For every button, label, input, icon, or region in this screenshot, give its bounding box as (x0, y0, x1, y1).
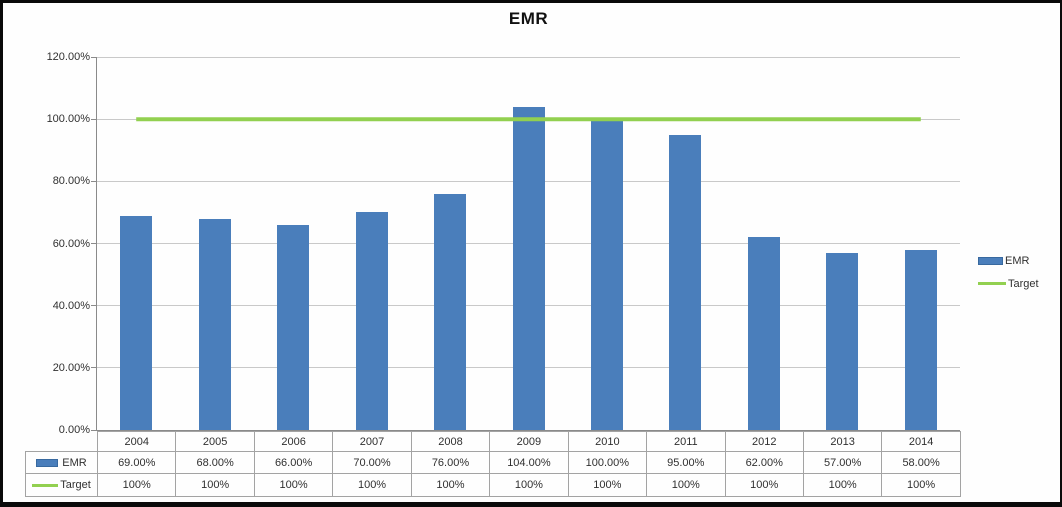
y-axis-line (96, 57, 97, 431)
data-table: 2004 2005 2006 2007 2008 2009 2010 2011 2012 2013… (25, 431, 961, 497)
chart-title: EMR (508, 9, 549, 28)
bar-2014 (904, 249, 937, 430)
emr-value-cell-2011: 95.00% (646, 451, 726, 474)
legend-label: Target (1008, 277, 1039, 290)
legend-item-target: Target (978, 272, 1039, 295)
bar-2008 (434, 193, 466, 430)
gridline (97, 56, 960, 58)
target-value-cell-2005: 100% (175, 473, 255, 497)
table-line-swatch-icon (32, 483, 59, 487)
year-cell-2007: 2007 (332, 431, 412, 452)
row-header-target: Target (25, 473, 98, 497)
legend-item-emr: EMR (978, 249, 1039, 272)
year-cell-2006: 2006 (253, 431, 334, 452)
y-axis-tick (91, 180, 97, 182)
row-header-content: Target (27, 479, 97, 491)
row-header-content: EMR (27, 456, 97, 469)
table-bar-swatch-icon (36, 458, 59, 467)
emr-value-cell-2004: 69.00% (96, 451, 177, 474)
legend: EMR Target (978, 249, 1039, 295)
target-value-cell-2013: 100% (802, 473, 883, 497)
y-axis-tick-label: 0.00% (58, 424, 90, 436)
bar-2009 (512, 106, 545, 430)
bar-2013 (826, 252, 859, 430)
y-axis-tick (91, 305, 97, 307)
target-value-cell-2007: 100% (332, 473, 412, 497)
bar-2012 (747, 237, 780, 430)
emr-value-cell-2005: 68.00% (175, 451, 255, 474)
year-cell-2012: 2012 (724, 431, 804, 452)
target-value-cell-2009: 100% (489, 473, 569, 497)
y-axis-tick (91, 118, 97, 120)
y-axis-tick-label: 80.00% (52, 175, 90, 188)
emr-value-cell-2014: 58.00% (881, 451, 961, 474)
row-header-emr: EMR (25, 451, 98, 474)
y-axis-tick-label: 40.00% (52, 299, 90, 312)
legend-label: EMR (1005, 254, 1030, 267)
y-axis-tick-label: 100.00% (46, 113, 90, 126)
emr-value-cell-2009: 104.00% (489, 451, 569, 474)
emr-value-cell-2010: 100.00% (567, 451, 648, 474)
y-axis-tick-label: 120.00% (46, 51, 90, 63)
year-cell-2008: 2008 (410, 431, 491, 452)
emr-value-cell-2013: 57.00% (802, 451, 883, 474)
bar-2005 (198, 218, 231, 430)
target-value-cell-2008: 100% (410, 473, 491, 497)
bar-2007 (355, 212, 388, 430)
y-axis-tick (91, 429, 97, 431)
row-header-label: EMR (62, 456, 87, 469)
x-axis-line (96, 430, 960, 431)
y-axis-tick-label: 60.00% (52, 237, 90, 250)
target-value-cell-2004: 100% (96, 473, 177, 497)
emr-value-cell-2012: 62.00% (724, 451, 804, 474)
y-axis-tick-label: 20.00% (52, 361, 90, 374)
y-axis-tick (91, 243, 97, 244)
emr-value-cell-2007: 70.00% (332, 451, 412, 474)
year-cell-2013: 2013 (802, 431, 883, 452)
year-cell-2010: 2010 (567, 431, 648, 452)
row-header-label: Target (60, 479, 91, 491)
bar-2011 (669, 134, 702, 430)
legend-bar-swatch-icon (978, 256, 1003, 265)
target-value-cell-2014: 100% (881, 473, 961, 497)
y-axis-tick (91, 56, 97, 58)
bar-2010 (591, 119, 623, 430)
emr-value-cell-2006: 66.00% (253, 451, 334, 474)
year-cell-2005: 2005 (175, 431, 255, 452)
bar-2004 (120, 215, 153, 430)
year-cell-2004: 2004 (96, 431, 177, 452)
target-value-cell-2006: 100% (253, 473, 334, 497)
target-line (136, 117, 921, 122)
year-cell-2011: 2011 (646, 431, 726, 452)
y-axis-tick (91, 367, 97, 369)
year-cell-2009: 2009 (489, 431, 569, 452)
target-value-cell-2012: 100% (724, 473, 804, 497)
bar-2006 (277, 224, 310, 430)
year-cell-2014: 2014 (881, 431, 961, 452)
table-corner-cell (26, 432, 98, 452)
emr-value-cell-2008: 76.00% (410, 451, 491, 474)
target-value-cell-2011: 100% (646, 473, 726, 497)
target-value-cell-2010: 100% (567, 473, 648, 497)
legend-line-swatch-icon (978, 282, 1006, 285)
